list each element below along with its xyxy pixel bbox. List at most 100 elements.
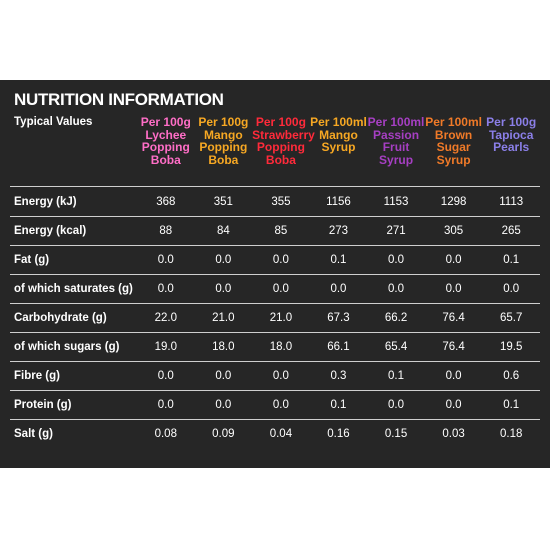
row-label: of which saturates (g) [10, 274, 137, 304]
table-cell: 0.09 [194, 419, 253, 448]
column-header: Per 100g Tapioca Pearls [482, 114, 540, 187]
column-header-line: Per 100g [140, 115, 191, 129]
row-label: Salt (g) [10, 419, 137, 448]
row-label: Fat (g) [10, 245, 137, 275]
table-cell: 18.0 [252, 332, 310, 362]
table-cell: 355 [252, 186, 310, 217]
table-cell: 0.0 [252, 361, 310, 391]
column-header-line: Syrup [379, 152, 414, 167]
table-cell: 0.6 [482, 361, 540, 391]
table-cell: 265 [482, 216, 540, 246]
table-cell: 65.4 [367, 332, 425, 362]
column-header: Per 100g Strawberry Popping Boba [252, 114, 315, 187]
table-cell: 19.0 [137, 332, 195, 362]
table-cell: 305 [424, 216, 483, 246]
table-row: Energy (kcal) 88 84 85 273 271 305 265 [10, 216, 540, 246]
table-cell: 271 [367, 216, 425, 246]
row-label: Fibre (g) [10, 361, 137, 391]
table-cell: 0.0 [367, 245, 425, 275]
table-cell: 0.0 [482, 274, 540, 304]
table-cell: 1156 [309, 186, 368, 217]
column-header: Per 100ml Passion Fruit Syrup [367, 114, 425, 187]
column-header-line: Brown [434, 127, 473, 142]
table-cell: 76.4 [424, 332, 483, 362]
column-header-line: Mango [319, 127, 358, 142]
table-cell: 0.1 [309, 245, 368, 275]
table-cell: 0.0 [424, 274, 483, 304]
column-header-line: Per 100g [255, 115, 306, 129]
column-header-line: Lychee [145, 127, 187, 142]
table-cell: 0.0 [194, 245, 253, 275]
nutrition-table: Typical Values Per 100g Lychee Popping Boba… [10, 114, 540, 448]
table-cell: 368 [137, 186, 195, 217]
column-header-line: Per 100ml [310, 115, 367, 129]
table-row: Energy (kJ) 368 351 355 1156 1153 1298 1113 [10, 186, 540, 217]
table-cell: 0.0 [252, 390, 310, 420]
table-cell: 273 [309, 216, 368, 246]
table-cell: 0.0 [194, 390, 253, 420]
column-header-line: Sugar [436, 140, 471, 154]
table-row: Protein (g) 0.0 0.0 0.0 0.1 0.0 0.0 0.1 [10, 390, 540, 420]
table-cell: 21.0 [194, 303, 253, 333]
table-cell: 0.0 [137, 390, 195, 420]
table-cell: 0.0 [252, 274, 310, 304]
table-cell: 0.15 [367, 419, 425, 448]
column-header-line: Per 100g [198, 115, 249, 129]
table-cell: 1153 [367, 186, 425, 217]
table-cell: 66.1 [309, 332, 368, 362]
table-cell: 0.0 [424, 361, 483, 391]
table-cell: 0.0 [424, 245, 483, 275]
table-cell: 0.0 [367, 274, 425, 304]
column-header-line: Boba [265, 152, 296, 167]
table-cell: 66.2 [367, 303, 425, 333]
column-header-line: Boba [208, 152, 239, 167]
table-row: of which saturates (g) 0.0 0.0 0.0 0.0 0.0 0.0… [10, 274, 540, 304]
column-header-line: Per 100g [486, 115, 537, 129]
column-header-line: Per 100ml [367, 115, 425, 129]
table-cell: 22.0 [137, 303, 195, 333]
table-cell: 0.03 [424, 419, 483, 448]
table-cell: 85 [252, 216, 310, 246]
table-cell: 0.16 [309, 419, 368, 448]
typical-values-header: Typical Values [14, 116, 93, 128]
table-cell: 0.0 [137, 274, 195, 304]
column-header-line: Popping [141, 140, 190, 154]
table-cell: 351 [194, 186, 253, 217]
table-cell: 67.3 [309, 303, 368, 333]
table-cell: 0.0 [309, 274, 368, 304]
table-cell: 19.5 [482, 332, 540, 362]
row-label: Energy (kJ) [10, 186, 137, 217]
column-header-line: Syrup [436, 152, 471, 167]
table-cell: 0.3 [309, 361, 368, 391]
table-cell: 0.0 [367, 390, 425, 420]
table-cell: 0.0 [424, 390, 483, 420]
header-row: Typical Values Per 100g Lychee Popping Boba… [10, 114, 540, 187]
table-cell: 0.1 [482, 390, 540, 420]
column-header-line: Mango [204, 127, 243, 142]
table-cell: 0.0 [137, 361, 195, 391]
table-cell: 0.0 [252, 245, 310, 275]
row-label: of which sugars (g) [10, 332, 137, 362]
table-cell: 0.0 [194, 274, 253, 304]
column-header: Per 100ml Mango Syrup [310, 114, 368, 187]
column-header-line: Per 100ml [425, 115, 482, 129]
row-label: Energy (kcal) [10, 216, 137, 246]
table-cell: 0.1 [367, 361, 425, 391]
table-row: of which sugars (g) 19.0 18.0 18.0 66.1 65.4 7… [10, 332, 540, 362]
table-row: Carbohydrate (g) 22.0 21.0 21.0 67.3 66.2 76.4… [10, 303, 540, 333]
table-cell: 0.0 [137, 245, 195, 275]
page-title: NUTRITION INFORMATION [14, 90, 224, 109]
column-header: Per 100g Lychee Popping Boba [137, 114, 195, 187]
table-row: Salt (g) 0.08 0.09 0.04 0.16 0.15 0.03 0.18 [10, 419, 540, 448]
table-row: Fibre (g) 0.0 0.0 0.0 0.3 0.1 0.0 0.6 [10, 361, 540, 391]
column-header-line: Pearls [493, 140, 530, 154]
row-label: Protein (g) [10, 390, 137, 420]
row-label: Carbohydrate (g) [10, 303, 137, 333]
table-cell: 0.04 [252, 419, 310, 448]
table-cell: 0.1 [482, 245, 540, 275]
nutrition-panel: NUTRITION INFORMATION Typical Values Per… [0, 80, 550, 468]
table-cell: 0.1 [309, 390, 368, 420]
column-header-line: Syrup [321, 140, 356, 154]
column-header-line: Strawberry [252, 127, 315, 142]
column-header-line: Popping [199, 140, 248, 154]
